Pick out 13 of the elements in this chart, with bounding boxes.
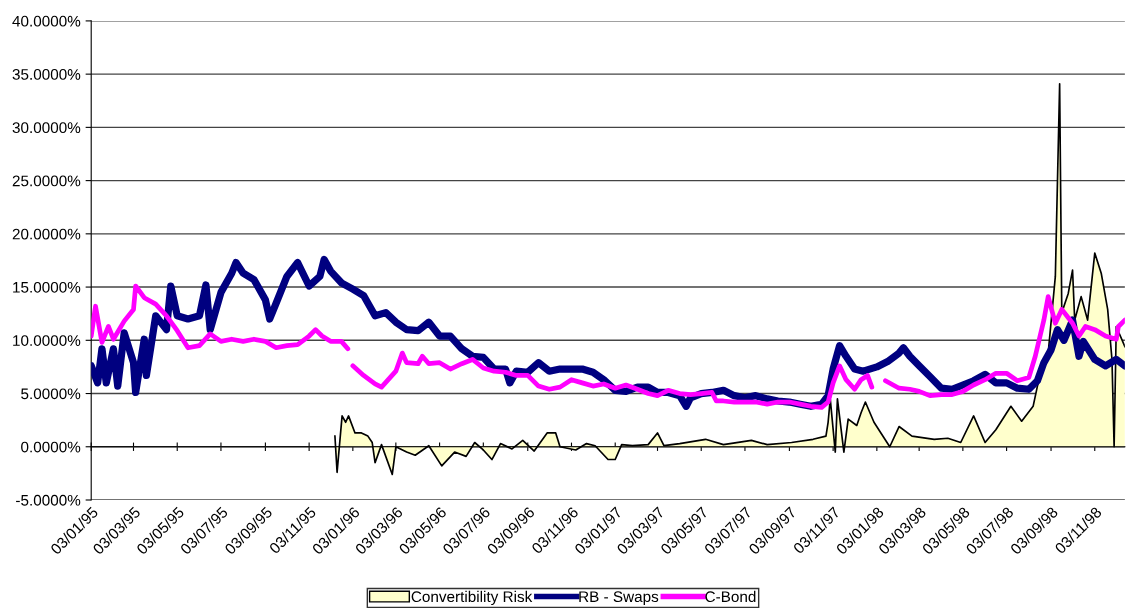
y-tick-label: 25.0000% (12, 175, 81, 187)
legend-label: Convertibility Risk (411, 590, 533, 606)
y-tick-label: 15.0000% (13, 281, 81, 293)
y-tick-label: 20.0000% (12, 228, 81, 240)
y-tick-label: 10.0000% (13, 335, 81, 346)
y-tick-label: -5.0000% (16, 494, 81, 506)
y-tick-label: 40.0000% (12, 15, 81, 27)
y-tick-label: 0.0000% (21, 441, 81, 453)
y-tick-label: 5.0000% (21, 388, 81, 400)
legend-label: RB - Swaps (579, 591, 659, 606)
legend-label: C-Bond (705, 590, 756, 603)
y-tick-label: 35.0000% (12, 69, 81, 80)
y-tick-label: 30.0000% (12, 122, 81, 134)
